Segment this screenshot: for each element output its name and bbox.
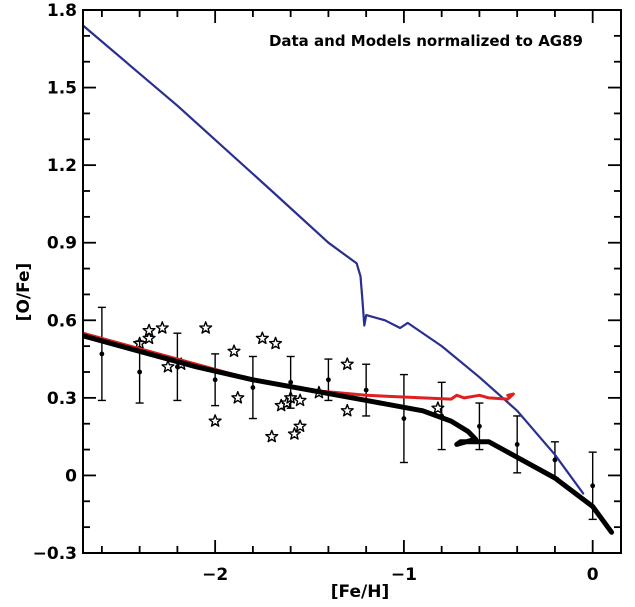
errorbar-point <box>97 306 106 402</box>
star-point <box>265 429 279 443</box>
data-point <box>250 385 256 390</box>
errorbar-point <box>286 355 295 409</box>
model-line <box>83 333 615 535</box>
star-point <box>255 331 269 345</box>
star-point <box>293 419 307 433</box>
star-point <box>287 427 302 440</box>
data-point <box>212 377 218 383</box>
star-point <box>161 359 175 373</box>
data-point <box>552 457 558 463</box>
y-axis-label: [O/Fe] <box>14 263 34 322</box>
star-point <box>340 403 354 417</box>
star-point <box>227 344 241 358</box>
errorbar-point <box>173 332 182 402</box>
x-tick-label: 0 <box>587 565 599 585</box>
star-point <box>293 393 307 407</box>
y-tick-label: 0.9 <box>47 234 77 254</box>
star-point <box>155 321 169 334</box>
errorbar-point <box>211 353 220 407</box>
data-point <box>288 379 294 385</box>
errorbar-point <box>248 355 257 420</box>
star-point <box>199 321 213 334</box>
y-tick-label: 0 <box>65 466 77 486</box>
y-tick-label: 1.2 <box>47 156 77 176</box>
y-tick-label: 0.6 <box>47 311 77 331</box>
data-point <box>477 423 482 429</box>
star-point <box>142 323 156 337</box>
y-tick-label: 1.5 <box>47 79 77 99</box>
model-curves <box>83 24 615 535</box>
star-data-points <box>133 321 445 443</box>
x-axis-label: [Fe/H] <box>331 582 389 602</box>
chart-annotation: Data and Models normalized to AG89 <box>269 32 583 50</box>
x-tick-label: −1 <box>391 565 417 585</box>
star-point <box>208 414 222 427</box>
x-tick-label: −2 <box>202 565 228 585</box>
y-tick-label: 1.8 <box>47 1 77 21</box>
model-line <box>83 24 585 495</box>
plot-content <box>83 24 615 535</box>
y-tick-label: 0.3 <box>47 389 77 409</box>
star-point <box>268 336 283 350</box>
data-point <box>590 483 596 489</box>
data-point <box>514 442 520 447</box>
errorbar-point <box>362 363 371 417</box>
data-point <box>174 364 180 370</box>
errorbar-point <box>513 415 522 474</box>
data-point <box>137 369 143 375</box>
binned-data-points <box>97 306 597 521</box>
y-tick-label: −0.3 <box>33 544 77 564</box>
data-point <box>326 377 331 383</box>
plot-frame <box>82 9 622 554</box>
star-point <box>340 357 354 370</box>
star-point <box>231 390 245 404</box>
data-point <box>363 387 369 393</box>
ticks: −2 −1 0 −0.3 0 0.3 0.6 0.9 1.2 1.5 1.8 <box>33 1 621 585</box>
data-point <box>401 416 407 421</box>
data-point <box>99 351 105 357</box>
star-point <box>142 331 156 345</box>
errorbar-point <box>399 373 408 464</box>
